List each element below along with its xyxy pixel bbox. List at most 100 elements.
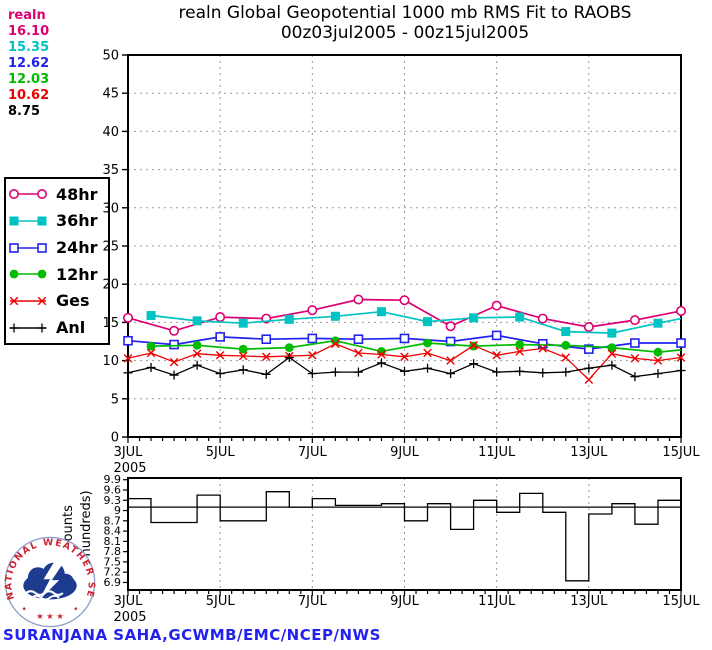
x-marker-icon [584, 375, 594, 384]
credit-text: SURANJANA SAHA,GCWMB/EMC/NCEP/NWS [3, 626, 381, 644]
square-open-marker-icon [491, 330, 502, 341]
logo-dot-icon [74, 607, 78, 610]
legend-marker-swatch [9, 296, 47, 306]
y-tick-label: 6.9 [104, 576, 122, 589]
legend-label: 48hr [56, 184, 98, 204]
legend-item-24hr: 24hr [6, 235, 108, 261]
logo-lightning-icon [38, 558, 63, 601]
x-marker-icon [423, 348, 432, 358]
x-marker-icon [215, 350, 225, 360]
circle-open-marker-icon [353, 294, 364, 305]
x-tick-label: 15JUL [662, 594, 700, 609]
stats-mean-value: 16.10 [8, 24, 50, 39]
stats-mean-value: 15.35 [8, 40, 50, 55]
square-open-marker-icon [261, 334, 272, 345]
x-marker-icon [492, 350, 501, 360]
series-Ges [123, 339, 686, 384]
x-marker-icon [37, 296, 47, 306]
y-tick-label: 25 [102, 240, 119, 255]
x-tick-label: 7JUL [298, 445, 328, 460]
x-tick-label: 7JUL [298, 594, 328, 609]
x-tick-label: 11JUL [478, 594, 516, 609]
x-marker-icon [354, 348, 363, 358]
series-48hr [123, 294, 686, 336]
x-marker-icon [676, 353, 686, 362]
square-filled-marker-icon [146, 311, 156, 321]
y-tick-label: 50 [102, 49, 119, 64]
circle-filled-marker-icon [146, 341, 156, 351]
legend-label: Anl [56, 318, 86, 338]
y-tick-label: 15 [102, 316, 119, 331]
square-open-marker-icon [215, 332, 225, 342]
y-tick-label: 45 [102, 87, 119, 102]
stats-mean-values: 16.10 15.35 12.62 12.03 10.62 8.75 [8, 24, 49, 120]
y-tick-label: 7.2 [104, 566, 122, 579]
circle-open-marker-icon [675, 305, 686, 316]
square-filled-marker-icon [515, 312, 525, 322]
y-tick-label: 0 [111, 431, 119, 446]
square-open-marker-icon [584, 344, 594, 354]
x-tick-label: 9JUL [390, 445, 420, 460]
legend-label: 36hr [56, 211, 98, 231]
x-marker-icon [9, 296, 19, 306]
square-filled-marker-icon [607, 328, 617, 338]
x-marker-icon [469, 341, 478, 350]
legend-box: 48hr 36hr 24hr 12hr Ges Anl [4, 177, 110, 345]
counts-chart: 9.99.69.398.78.48.17.87.57.26.9 3JUL 5JUL 7… [61, 473, 700, 625]
series-36hr [146, 307, 682, 338]
nws-logo: NATIONAL WEATHER SERVICE ★ ★ ★ [4, 536, 96, 628]
circle-filled-marker-icon [9, 269, 19, 279]
legend-label: Ges [56, 291, 90, 311]
square-filled-marker-icon [238, 318, 248, 328]
square-filled-marker-icon [561, 327, 571, 337]
x-marker-icon [123, 354, 133, 363]
chart-title-line1: realn Global Geopotential 1000 mb RMS Fi… [178, 3, 632, 23]
y-tick-label: 9 [114, 504, 121, 517]
square-open-marker-icon [537, 338, 548, 349]
legend-item-anl: Anl [6, 315, 108, 341]
square-open-marker-icon [37, 242, 47, 253]
x-tick-label: 15JUL [662, 445, 700, 460]
x-tick-label: 9JUL [390, 594, 420, 609]
stats-mean-value: 12.03 [8, 72, 50, 87]
y-tick-label: 8.1 [104, 535, 122, 548]
legend-label: 24hr [56, 238, 98, 258]
circle-open-marker-icon [123, 312, 134, 323]
x-marker-icon [653, 356, 663, 365]
x-marker-icon [169, 357, 179, 367]
legend-marker-swatch [9, 269, 47, 279]
x-marker-icon [630, 354, 640, 363]
x-marker-icon [238, 351, 248, 361]
y-tick-label: 9.9 [104, 473, 122, 486]
x-tick-label: 3JUL [114, 594, 144, 609]
legend-marker-swatch [9, 242, 47, 253]
circle-open-marker-icon [583, 321, 594, 332]
x-marker-icon [400, 352, 409, 362]
square-filled-marker-icon [376, 307, 386, 317]
x-tick-label: 13JUL [570, 594, 608, 609]
circle-filled-marker-icon [515, 340, 525, 349]
circle-filled-marker-icon [330, 336, 340, 346]
square-filled-marker-icon [469, 313, 479, 323]
logo-stars-icon: ★ ★ ★ [36, 611, 63, 621]
y-tick-label: 7.8 [104, 545, 122, 558]
square-filled-marker-icon [9, 216, 19, 226]
x-marker-icon [331, 339, 340, 349]
series-line [150, 339, 682, 354]
square-open-marker-icon [9, 242, 19, 253]
y-tick-label: 7.5 [104, 555, 122, 568]
square-open-marker-icon [399, 333, 410, 344]
y-tick-label: 40 [102, 125, 119, 140]
legend-marker-swatch [9, 189, 47, 200]
y-tick-label: 8.7 [104, 514, 122, 527]
circle-filled-marker-icon [561, 340, 571, 350]
circle-filled-marker-icon [653, 347, 663, 357]
legend-marker-swatch [9, 216, 47, 226]
legend-item-ges: Ges [6, 288, 108, 314]
x-marker-icon [607, 349, 617, 359]
circle-open-marker-icon [215, 312, 226, 323]
stats-mean-value: 8.75 [8, 104, 41, 119]
circle-filled-marker-icon [37, 269, 47, 279]
x-marker-icon [515, 347, 525, 356]
circle-filled-marker-icon [423, 338, 432, 348]
